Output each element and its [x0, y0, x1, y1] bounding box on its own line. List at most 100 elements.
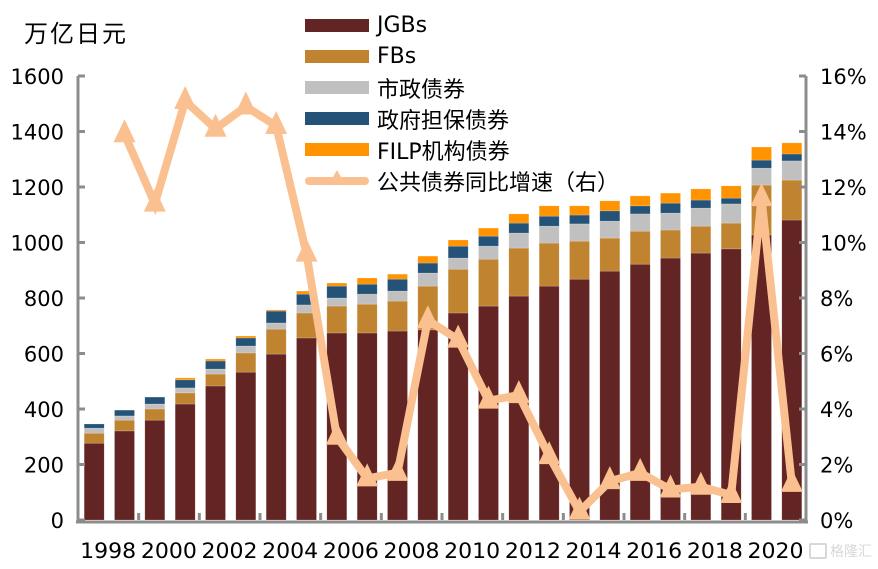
bar-segment-JGBs-1998: [83, 442, 105, 521]
legend-item: FBs: [305, 41, 619, 72]
growth-rate-marker-2020: [750, 183, 773, 207]
legend-item: 公共债券同比增速（右）: [305, 165, 619, 196]
growth-rate-marker-2021: [780, 468, 803, 492]
growth-rate-marker-2005: [295, 238, 318, 262]
right-axis-tick-label: 0%: [820, 509, 853, 533]
x-axis-tick-label: 2012: [505, 539, 561, 563]
bar-segment-FILP机构债券-2019: [720, 185, 742, 199]
legend-label: JGBs: [377, 13, 428, 38]
growth-rate-marker-2003: [234, 91, 257, 115]
x-axis-tick-label: 2018: [687, 539, 743, 563]
bar-segment-FILP机构债券-2010: [447, 239, 469, 247]
bar-segment-市政债券-2006: [326, 297, 348, 307]
growth-rate-marker-2009: [416, 305, 439, 329]
bar-segment-市政债券-2021: [781, 160, 803, 181]
bar-segment-JGBs-2007: [356, 332, 378, 521]
bar-segment-FBs-2006: [326, 305, 348, 334]
bar-segment-市政债券-2013: [538, 225, 560, 244]
bar-segment-FILP机构债券-2017: [660, 192, 681, 204]
bar-segment-市政债券-2014: [569, 223, 590, 242]
bar-segment-FILP机构债券-2004: [265, 309, 287, 312]
growth-rate-marker-2007: [356, 463, 379, 487]
x-axis-tick-label: 2014: [566, 539, 622, 563]
bar-segment-市政债券-2015: [599, 220, 621, 239]
bar-segment-FBs-2008: [387, 300, 408, 332]
bar-segment-政府担保债券-2011: [478, 235, 499, 247]
x-axis-tick-label: 2010: [444, 539, 500, 563]
growth-rate-marker-2010: [447, 324, 470, 348]
bar-segment-FILP机构债券-2018: [690, 188, 712, 201]
bar-segment-FBs-2021: [781, 179, 803, 221]
growth-rate-marker-2006: [325, 421, 348, 445]
bar-segment-FBs-2013: [538, 242, 560, 287]
bar-segment-FBs-2016: [629, 230, 651, 265]
bar-segment-JGBs-2002: [205, 385, 226, 521]
right-axis-tick-label: 6%: [820, 343, 853, 367]
bar-segment-市政债券-2018: [690, 207, 712, 227]
bar-segment-FILP机构债券-2008: [387, 273, 408, 280]
growth-rate-marker-2002: [204, 113, 227, 137]
bar-segment-政府担保债券-2009: [417, 262, 439, 274]
bar-segment-FBs-2012: [508, 247, 530, 297]
left-axis-tick-label: 400: [24, 398, 64, 422]
watermark: 格隆汇: [809, 541, 872, 561]
left-axis-tick-label: 200: [24, 454, 64, 478]
bar-segment-市政债券-2011: [478, 245, 499, 260]
bar-segment-FILP机构债券-2001: [174, 377, 196, 381]
growth-rate-marker-1999: [113, 119, 136, 143]
bar-segment-JGBs-2004: [265, 353, 287, 521]
bar-segment-FBs-2000: [144, 408, 166, 421]
bar-segment-JGBs-2013: [538, 285, 560, 521]
x-axis-tick-label: 2008: [384, 539, 440, 563]
bar-segment-FBs-2019: [720, 222, 742, 250]
growth-rate-marker-2019: [720, 480, 743, 504]
bar-segment-政府担保债券-2012: [508, 222, 530, 234]
bar-segment-政府担保债券-2006: [326, 285, 348, 299]
growth-rate-marker-2004: [265, 110, 288, 134]
left-axis-tick-label: 600: [24, 343, 64, 367]
legend-swatch-icon: [305, 143, 369, 156]
bar-segment-JGBs-2000: [144, 419, 166, 521]
bar-segment-FILP机构债券-2009: [417, 255, 439, 264]
bar-segment-市政债券-2019: [720, 203, 742, 224]
legend-line-triangle-icon: [305, 170, 369, 187]
bar-segment-FBs-2015: [599, 237, 621, 272]
bar-segment-JGBs-2003: [235, 371, 257, 521]
bar-segment-FILP机构债券-2012: [508, 213, 530, 224]
right-axis-tick-label: 10%: [820, 232, 867, 256]
bar-segment-FBs-2010: [447, 268, 469, 314]
bar-segment-政府担保债券-2019: [720, 197, 742, 205]
x-axis-tick-label: 2002: [202, 539, 258, 563]
x-axis-tick-label: 2020: [748, 539, 804, 563]
bar-segment-FBs-2007: [356, 303, 378, 334]
bar-segment-FBs-2004: [265, 328, 287, 355]
left-axis-tick-label: 800: [24, 287, 64, 311]
bar-segment-JGBs-2011: [478, 305, 499, 521]
growth-rate-marker-2014: [568, 496, 591, 520]
bar-segment-FBs-2003: [235, 352, 257, 373]
bar-segment-FILP机构债券-2014: [569, 205, 590, 216]
legend-swatch-icon: [305, 19, 369, 32]
growth-rate-marker-2013: [538, 441, 561, 465]
left-axis-tick-label: 1200: [11, 176, 64, 200]
bar-segment-FBs-1999: [114, 419, 135, 432]
watermark-text: 格隆汇: [830, 544, 872, 560]
bar-segment-市政债券-2012: [508, 232, 530, 249]
right-axis-tick-label: 4%: [820, 398, 853, 422]
legend-label: FILP机构债券: [377, 139, 510, 165]
bar-segment-市政债券-2020: [751, 167, 772, 186]
bar-segment-政府担保债券-2021: [781, 153, 803, 162]
x-axis-tick-label: 1998: [80, 539, 136, 563]
bar-segment-政府担保债券-2001: [174, 379, 196, 389]
growth-rate-marker-2008: [386, 457, 409, 481]
bar-segment-FBs-1998: [83, 432, 105, 444]
bar-segment-政府担保债券-2000: [144, 396, 166, 405]
growth-rate-marker-2011: [477, 385, 500, 409]
bar-segment-市政债券-1999: [114, 415, 135, 421]
bar-segment-政府担保债券-2010: [447, 245, 469, 259]
right-axis-tick-label: 2%: [820, 454, 853, 478]
bar-segment-政府担保债券-2002: [205, 360, 226, 370]
bar-segment-政府担保债券-2007: [356, 283, 378, 295]
bar-segment-FILP机构债券-2003: [235, 335, 257, 339]
